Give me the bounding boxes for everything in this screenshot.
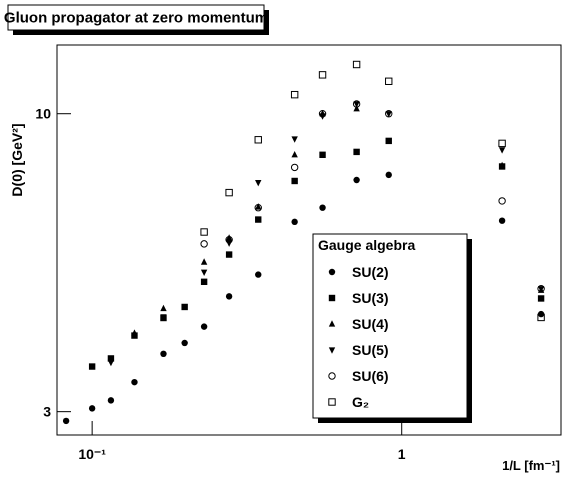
data-point [385,171,392,179]
legend-label: SU(2) [352,264,389,280]
data-point [107,359,115,367]
legend-marker [328,268,336,276]
legend-marker [328,398,336,406]
data-point [255,203,262,210]
data-point [319,151,326,159]
data-point [318,110,327,118]
data-point [88,405,96,412]
data-point [225,251,233,258]
data-point [385,110,393,118]
legend-title: Gauge algebra [318,237,415,253]
data-point [537,313,545,322]
data-point [107,355,115,362]
data-point [353,101,360,108]
data-point [62,417,70,425]
data-point [255,180,262,187]
data-point [255,216,262,223]
legend-label: SU(5) [352,342,389,358]
data-point [537,285,545,293]
data-point [160,314,167,321]
chart-title: Gluon propagator at zero momentum [4,10,268,27]
data-point [352,100,361,108]
legend-label: SU(6) [352,368,389,384]
data-point [498,139,506,148]
data-point [200,240,208,248]
x-tick-label: 1 [398,446,406,462]
legend-box [312,233,468,419]
data-point [291,177,298,185]
data-point [385,77,393,85]
data-point [254,203,262,212]
data-point [200,228,208,236]
data-point [498,197,506,205]
data-point [385,137,392,145]
data-point [200,269,208,277]
data-point [319,204,326,211]
data-point [290,163,299,172]
data-point [498,161,506,169]
legend-marker [328,347,336,354]
data-point [200,323,208,330]
plot-frame [56,44,562,436]
data-point [353,176,360,184]
legend-label: SU(4) [352,316,389,332]
data-point [225,234,233,241]
data-point [225,293,233,300]
data-point [225,240,233,247]
data-point [291,151,298,158]
data-point [353,105,360,112]
y-axis-label: D(0) [GeV²] [9,123,25,196]
data-point [225,188,233,197]
data-point [291,136,298,143]
data-point [255,271,262,278]
legend-marker [328,372,336,380]
data-point [498,217,506,224]
legend-marker [328,320,336,327]
data-point [131,378,138,386]
data-point [107,397,115,404]
data-point [254,136,262,144]
legend-marker [328,294,336,302]
data-point [290,90,299,99]
data-point [537,295,545,302]
data-point [160,304,167,312]
legend-label: G₂ [352,394,369,410]
y-tick-label: 3 [43,404,51,420]
data-point [537,286,545,293]
data-point [181,303,188,311]
data-point [160,350,167,358]
legend-label: SU(3) [352,290,389,306]
data-point [88,363,96,370]
data-point [353,148,360,156]
data-point [200,278,208,286]
title-box [7,4,265,31]
y-tick-label: 10 [35,106,51,122]
data-point [225,236,233,244]
data-point [181,339,188,347]
data-point [200,258,208,265]
data-point [291,218,298,226]
data-point [385,111,392,118]
x-axis-label: 1/L [fm⁻¹] [502,458,560,473]
data-point [352,60,361,69]
data-point [498,147,506,154]
data-point [131,329,138,336]
x-tick-label: 10⁻¹ [78,446,106,462]
data-point [318,71,327,79]
